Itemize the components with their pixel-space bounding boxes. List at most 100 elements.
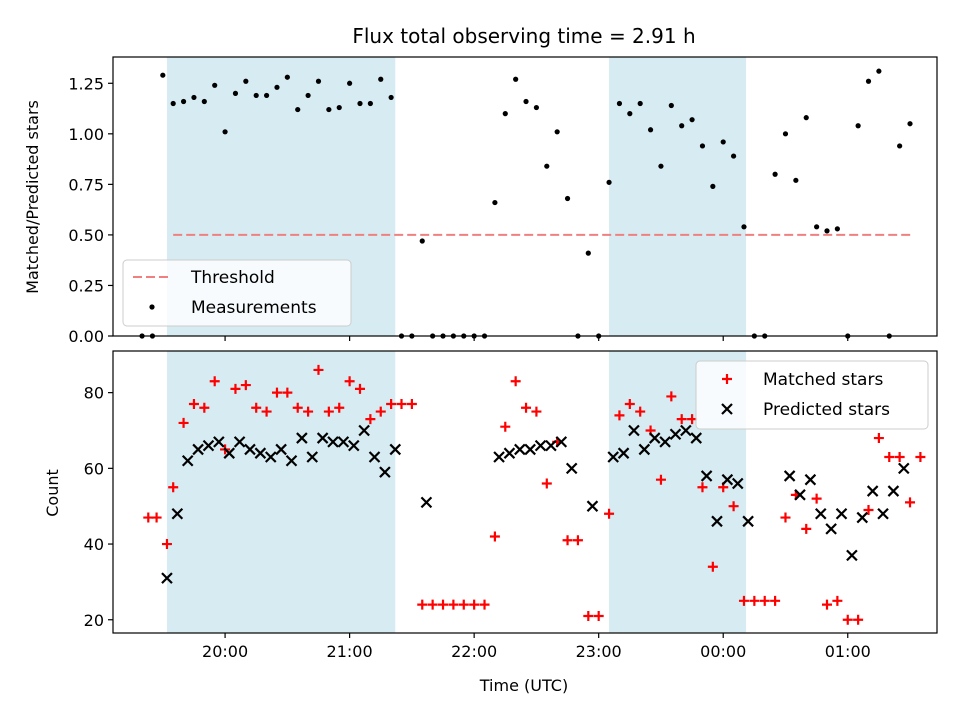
matched-star-point (168, 482, 179, 493)
measurement-point (585, 250, 591, 256)
matched-star-point (853, 614, 864, 625)
legend-measurements-label: Measurements (191, 298, 317, 318)
predicted-star-point (742, 515, 754, 528)
measurement-point (367, 100, 373, 107)
measurement-point (347, 80, 353, 86)
matched-star-point (386, 398, 397, 409)
measurement-point (544, 163, 550, 169)
matched-star-point (469, 599, 480, 610)
measurement-point (523, 98, 529, 105)
matched-star-point (676, 414, 687, 425)
predicted-star-point (731, 477, 744, 490)
predicted-star-point (503, 447, 516, 459)
matched-star-point (562, 535, 573, 546)
matched-star-point (323, 406, 334, 417)
measurement-point (295, 106, 301, 113)
predicted-star-point (420, 496, 433, 509)
matched-star-point (624, 398, 635, 409)
measurement-point (533, 104, 540, 111)
predicted-star-point (586, 500, 599, 512)
matched-star-point (842, 614, 853, 625)
predicted-star-point (866, 485, 879, 497)
predicted-star-point (628, 424, 640, 437)
measurement-point (274, 84, 280, 90)
matched-star-point (894, 451, 905, 462)
predicted-star-point (804, 473, 817, 486)
predicted-star-point (555, 436, 568, 448)
matched-star-point (604, 508, 615, 519)
predicted-star-point (669, 428, 682, 441)
predicted-star-point (368, 451, 381, 463)
measurement-point (253, 92, 259, 99)
predicted-star-point (181, 454, 194, 467)
measurement-point (419, 238, 425, 244)
matched-star-point (151, 512, 162, 523)
top-panel: 0.00 0.25 0.50 0.75 1.00 1.25 Threshold Measure… (68, 56, 938, 346)
predicted-star-point (379, 466, 391, 478)
predicted-star-point (783, 470, 796, 482)
y-tick-label: 0.75 (68, 175, 104, 194)
chart-title: Flux total observing time = 2.91 h (352, 24, 695, 48)
matched-star-point (292, 402, 303, 413)
predicted-star-point (389, 443, 402, 456)
predicted-star-point (337, 436, 350, 448)
predicted-star-point (306, 451, 319, 463)
legend-threshold-label: Threshold (190, 268, 275, 288)
y-tick-label: 1.00 (68, 125, 104, 144)
predicted-star-point (296, 432, 308, 444)
y-tick-label: 0.00 (68, 327, 104, 346)
top-y-axis-label: Matched/Predicted stars (23, 100, 42, 294)
matched-star-point (531, 406, 542, 417)
predicted-star-point (347, 439, 360, 452)
matched-star-point (438, 599, 449, 610)
measurement-point (170, 100, 176, 107)
measurement-point (263, 92, 270, 99)
predicted-star-point (638, 443, 651, 456)
predicted-star-point (794, 489, 806, 501)
measurement-point (606, 179, 612, 185)
observing-window-1 (609, 57, 747, 336)
measurement-point (647, 127, 654, 133)
measurement-point (492, 199, 498, 206)
matched-star-point (375, 406, 386, 417)
predicted-star-point (648, 432, 661, 444)
matched-star-point (780, 512, 791, 523)
measurement-point (160, 72, 166, 78)
measurement-point (357, 100, 363, 107)
matched-star-point (489, 531, 500, 542)
measurement-point (191, 94, 197, 101)
measurement-point (564, 195, 571, 202)
matched-star-point (614, 410, 625, 421)
predicted-star-point (846, 549, 858, 562)
legend-matched-label: Matched stars (763, 370, 883, 390)
predicted-star-point (825, 523, 837, 535)
predicted-star-point (700, 470, 713, 482)
measurement-point (710, 183, 716, 189)
matched-star-point (271, 387, 282, 398)
measurement-point (834, 226, 840, 232)
matched-star-point (687, 414, 698, 425)
predicted-star-point (835, 507, 848, 520)
series-matched-stars (143, 364, 926, 625)
matched-star-point (510, 376, 521, 387)
measurement-point (232, 90, 239, 96)
measurement-point (679, 123, 685, 129)
matched-star-point (749, 595, 760, 606)
measurement-point (388, 94, 394, 101)
matched-star-point (240, 380, 251, 391)
matched-star-point (161, 539, 172, 550)
measurement-point (315, 78, 322, 84)
measurement-point (699, 143, 706, 149)
predicted-star-point (711, 515, 723, 528)
predicted-star-point (659, 436, 671, 448)
matched-star-point (884, 451, 895, 462)
predicted-star-point (275, 443, 287, 456)
measurement-point (212, 82, 218, 88)
y-tick-label: 1.25 (68, 74, 104, 93)
matched-star-point (811, 493, 822, 504)
predicted-star-point (565, 462, 578, 475)
matched-star-point (707, 561, 718, 572)
predicted-star-point (898, 462, 910, 475)
predicted-star-point (690, 432, 703, 444)
predicted-star-point (285, 454, 298, 467)
